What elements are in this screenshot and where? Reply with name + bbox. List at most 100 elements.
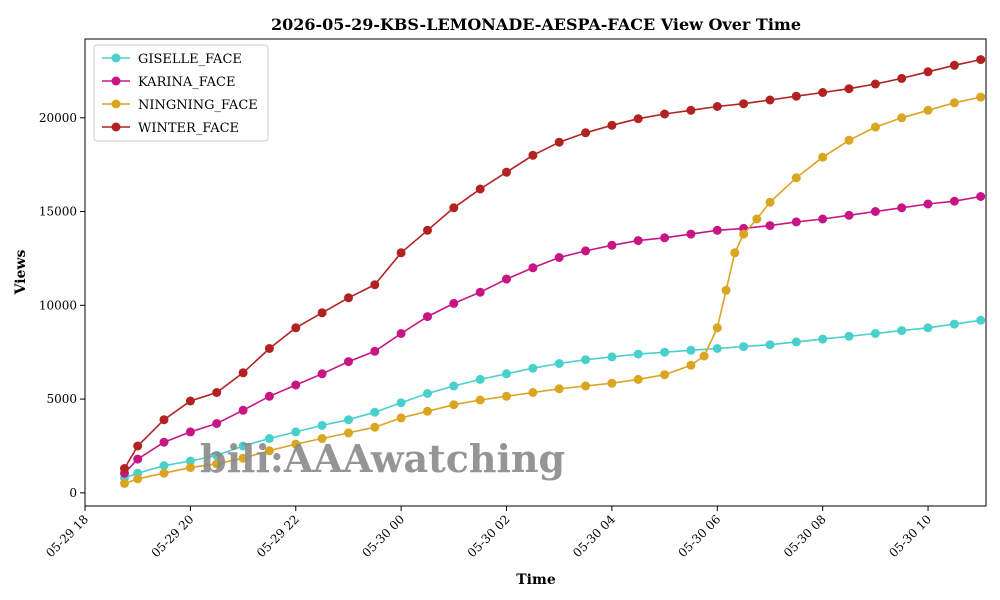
data-point: [818, 214, 828, 224]
data-point: [449, 203, 459, 213]
y-axis: 0 5000 10000 15000 20000: [39, 111, 85, 500]
data-point: [581, 246, 591, 256]
data-point: [844, 331, 854, 341]
data-point: [844, 210, 854, 220]
x-tick-label: 05-30 06: [676, 512, 724, 560]
data-point: [317, 434, 327, 443]
data-point: [791, 217, 801, 227]
series-line: [123, 58, 981, 469]
data-point: [133, 454, 143, 464]
data-point: [686, 105, 696, 115]
data-point: [159, 461, 169, 471]
data-point: [633, 349, 643, 359]
data-point: [554, 384, 564, 394]
data-point: [607, 352, 617, 362]
data-point: [185, 427, 195, 437]
data-point: [949, 319, 959, 329]
legend-label: NINGNING_FACE: [138, 98, 258, 113]
data-point: [370, 280, 380, 290]
data-point: [712, 344, 722, 353]
data-point: [581, 355, 591, 365]
data-point: [185, 463, 195, 473]
data-point: [317, 369, 327, 379]
data-point: [739, 229, 749, 239]
data-point: [765, 221, 775, 231]
data-point: [699, 351, 709, 361]
data-point: [291, 380, 301, 390]
data-point: [475, 287, 485, 297]
legend-marker: [111, 99, 121, 109]
data-point: [791, 337, 801, 347]
data-point: [396, 413, 406, 423]
data-point: [528, 263, 538, 273]
data-point: [923, 67, 933, 77]
data-point: [212, 419, 222, 428]
data-point: [581, 128, 591, 138]
data-point: [739, 99, 749, 109]
data-point: [475, 374, 485, 384]
data-point: [370, 407, 380, 417]
plot-area-frame: [84, 38, 987, 507]
series-winter-face: [120, 55, 986, 473]
data-point: [660, 109, 670, 119]
data-point: [554, 253, 564, 262]
data-point: [159, 415, 169, 425]
data-point: [370, 346, 380, 356]
data-point: [712, 102, 722, 111]
data-point: [633, 236, 643, 246]
data-point: [633, 374, 643, 384]
legend-label: KARINA_FACE: [138, 75, 235, 90]
data-point: [133, 441, 143, 451]
data-point: [897, 113, 907, 123]
data-point: [660, 347, 670, 357]
legend-label: WINTER_FACE: [138, 121, 239, 136]
data-point: [765, 95, 775, 105]
data-point: [238, 405, 248, 415]
data-point: [423, 389, 432, 398]
data-point: [291, 427, 301, 437]
x-tick-label: 05-30 02: [465, 512, 513, 560]
data-point: [344, 293, 353, 303]
data-point: [870, 79, 880, 89]
data-point: [765, 197, 775, 207]
data-point: [291, 439, 301, 449]
data-point: [159, 468, 169, 478]
x-axis-label: Time: [516, 572, 556, 588]
data-point: [423, 225, 432, 235]
y-tick-label: 20000: [39, 111, 77, 125]
data-point: [238, 441, 248, 451]
data-point: [976, 192, 986, 201]
x-tick-label: 05-30 00: [359, 512, 407, 560]
data-point: [291, 323, 301, 333]
x-tick-label: 05-29 22: [254, 512, 302, 560]
data-point: [264, 391, 274, 401]
data-point: [660, 233, 670, 243]
data-point: [185, 456, 195, 466]
data-point: [752, 214, 762, 224]
data-point: [396, 398, 406, 408]
legend-marker: [111, 122, 121, 132]
data-point: [449, 298, 459, 308]
y-tick-label: 0: [69, 486, 77, 500]
series-giselle-face: [120, 315, 986, 483]
data-point: [264, 344, 274, 353]
data-point: [449, 400, 459, 410]
data-point: [818, 88, 828, 97]
data-point: [844, 135, 854, 145]
data-point: [686, 229, 696, 239]
data-point: [317, 308, 327, 318]
data-point: [344, 357, 353, 367]
data-point: [897, 203, 907, 213]
x-axis: 05-29 18 05-29 20 05-29 22 05-30 00 05-30 02…: [43, 506, 934, 560]
data-point: [607, 120, 617, 130]
data-point: [712, 225, 722, 235]
series-line: [124, 96, 981, 485]
legend-box: [93, 44, 269, 142]
x-tick-label: 05-29 20: [149, 512, 197, 560]
data-point: [870, 207, 880, 216]
y-tick-label: 5000: [46, 392, 77, 406]
y-tick-label: 15000: [39, 205, 77, 219]
data-point: [344, 415, 353, 425]
series-layer: [120, 55, 986, 488]
